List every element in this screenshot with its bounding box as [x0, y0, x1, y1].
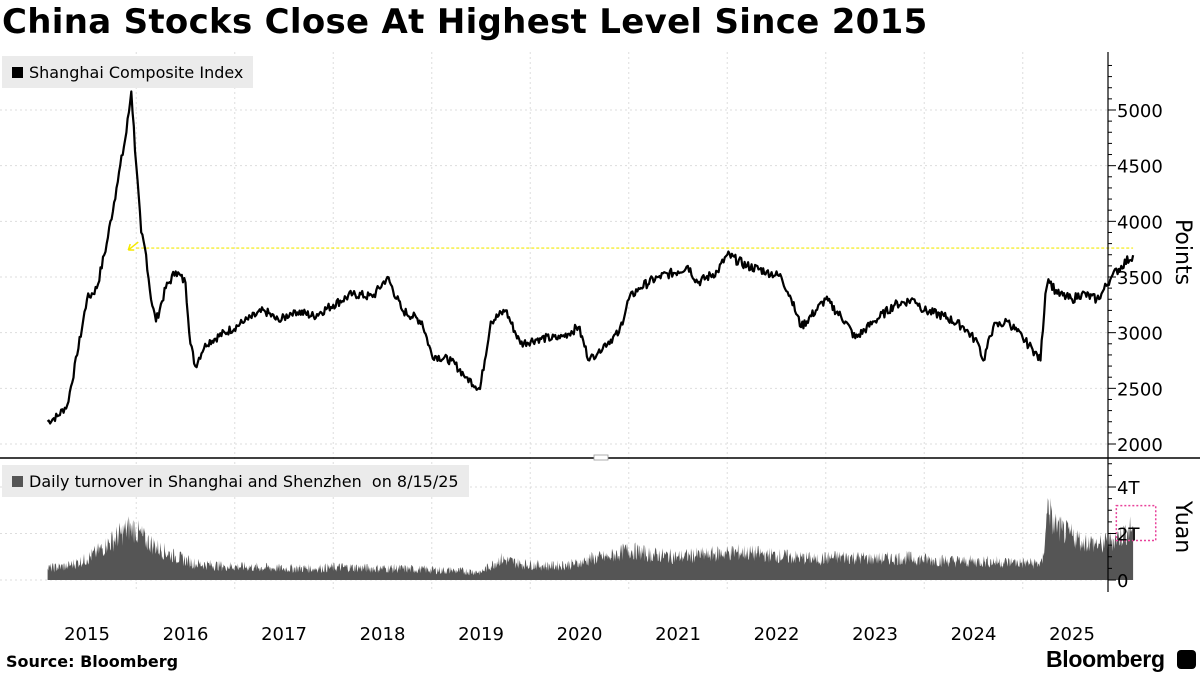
y-tick-label: 2500	[1117, 379, 1163, 400]
legend-swatch-gray	[12, 475, 23, 487]
turnover-area	[47, 497, 1134, 580]
x-tick-label: 2024	[951, 624, 997, 645]
y-tick-label: 2T	[1117, 525, 1140, 546]
vertical-gridlines	[135, 52, 1024, 592]
arrow-icon	[127, 241, 139, 251]
top-panel-gridlines	[0, 109, 1108, 581]
y-tick-label: 4500	[1117, 157, 1163, 178]
x-tick-label: 2018	[360, 624, 406, 645]
top-y-ticks: 2000 2500 3000 3500 4000 4500 5000	[1117, 101, 1163, 456]
bottom-y-ticks: 0 2T 4T	[1117, 478, 1140, 592]
chart-title: China Stocks Close At Highest Level Sinc…	[2, 2, 928, 42]
y-tick-label: 5000	[1117, 101, 1163, 122]
source-note: Source: Bloomberg	[6, 652, 179, 671]
shanghai-composite-line	[46, 90, 1135, 425]
legend-swatch-black	[12, 66, 23, 78]
legend-turnover: Daily turnover in Shanghai and Shenzhen …	[2, 465, 469, 497]
y-tick-label: 2000	[1117, 435, 1163, 456]
x-axis-ticks: 2015 2016 2017 2018 2019 2020 2021 2022 2023 2024…	[64, 624, 1095, 645]
highlight-box	[1115, 504, 1157, 542]
x-tick-label: 2019	[458, 624, 504, 645]
bottom-y-axis-title: Yuan	[1170, 500, 1195, 553]
divider-handle-icon	[593, 454, 609, 461]
y-tick-label: 3000	[1117, 324, 1163, 345]
y-tick-label: 4T	[1117, 478, 1140, 499]
y-tick-label: 4000	[1117, 212, 1163, 233]
legend-shanghai: Shanghai Composite Index	[2, 56, 254, 88]
y-tick-label: 3500	[1117, 268, 1163, 289]
x-tick-label: 2025	[1049, 624, 1095, 645]
bloomberg-icon	[1177, 650, 1196, 669]
x-tick-label: 2022	[754, 624, 800, 645]
top-y-axis-title: Points	[1170, 219, 1195, 285]
x-tick-label: 2021	[655, 624, 701, 645]
x-tick-label: 2020	[557, 624, 603, 645]
x-tick-label: 2023	[852, 624, 898, 645]
legend-label-turnover: Daily turnover in Shanghai and Shenzhen …	[29, 471, 459, 491]
x-tick-label: 2017	[261, 624, 307, 645]
axes	[0, 52, 1200, 592]
legend-label-shanghai: Shanghai Composite Index	[29, 62, 244, 82]
bloomberg-logo: Bloomberg	[1046, 646, 1165, 672]
reference-arrow-icon	[127, 241, 139, 251]
y-tick-label: 0	[1117, 571, 1128, 592]
x-tick-label: 2016	[163, 624, 209, 645]
x-tick-label: 2015	[64, 624, 110, 645]
